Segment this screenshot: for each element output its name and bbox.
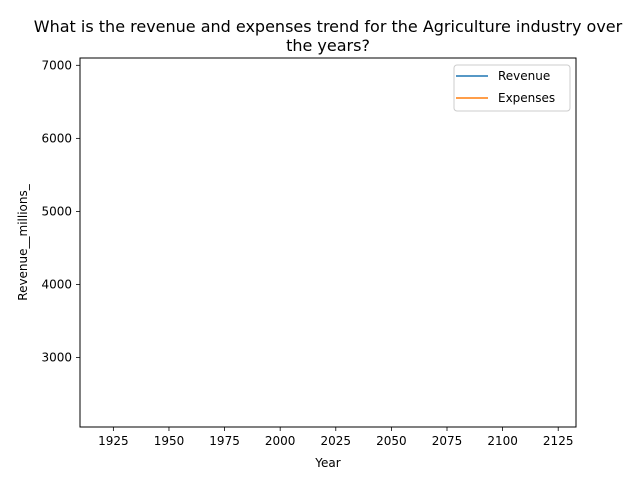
x-axis: 1925 1950 1975 2000 2025 2050 2075 2100 2125 [98,427,573,448]
legend: Revenue Expenses [453,64,571,112]
y-tick-label: 5000 [41,204,72,218]
chart-title-line: the years? [286,36,370,55]
y-tick-label: 6000 [41,131,72,145]
y-tick-label: 7000 [41,58,72,72]
x-tick-label: 2125 [543,434,574,448]
chart-title-line: What is the revenue and expenses trend f… [34,17,623,36]
x-axis-label: Year [314,456,340,470]
x-tick-label: 2100 [487,434,518,448]
plot-area [79,57,577,428]
y-axis: 3000 4000 5000 6000 7000 [41,58,80,365]
x-tick-label: 1925 [98,434,129,448]
y-tick-label: 4000 [41,278,72,292]
x-tick-label: 2000 [265,434,296,448]
legend-label: Expenses [498,91,555,105]
x-tick-label: 2075 [432,434,463,448]
x-tick-label: 2025 [321,434,352,448]
x-tick-label: 1950 [154,434,185,448]
x-tick-label: 2050 [376,434,407,448]
y-axis-label: Revenue__millions_ [16,183,30,300]
y-tick-label: 3000 [41,351,72,365]
legend-label: Revenue [498,69,550,83]
x-tick-label: 1975 [209,434,240,448]
chart-title: What is the revenue and expenses trend f… [34,17,623,55]
